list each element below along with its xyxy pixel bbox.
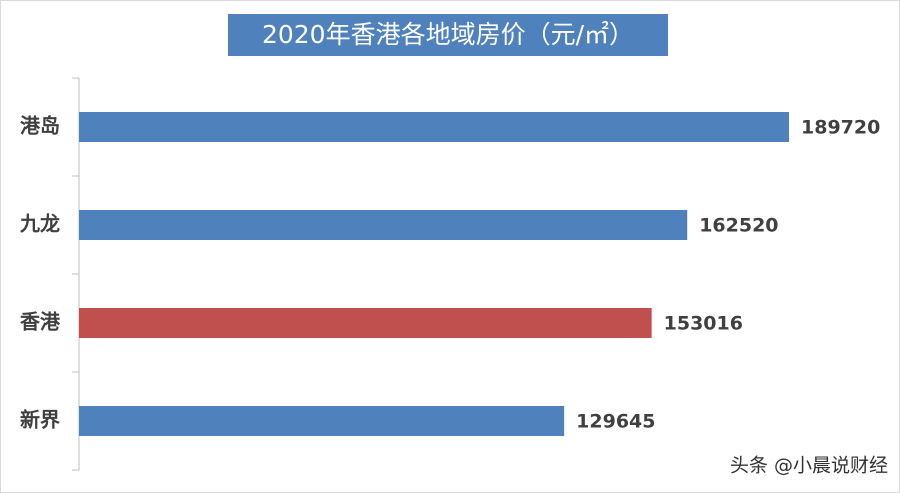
y-tick-label: 新界 — [20, 408, 60, 432]
chart-title: 2020年香港各地域房价（元/㎡） — [262, 20, 634, 49]
y-tick-label: 香港 — [20, 310, 61, 334]
bar — [79, 308, 652, 338]
watermark: 头条 @小晨说财经 — [730, 455, 888, 477]
data-label: 162520 — [699, 215, 778, 237]
bar — [79, 210, 688, 240]
data-label: 189720 — [801, 117, 880, 139]
y-tick-label: 九龙 — [19, 212, 60, 236]
title-box — [228, 14, 668, 56]
bar — [79, 112, 789, 142]
data-label: 153016 — [664, 313, 743, 335]
bar — [79, 406, 565, 436]
data-label: 129645 — [576, 411, 655, 433]
y-tick-label: 港岛 — [20, 114, 60, 138]
